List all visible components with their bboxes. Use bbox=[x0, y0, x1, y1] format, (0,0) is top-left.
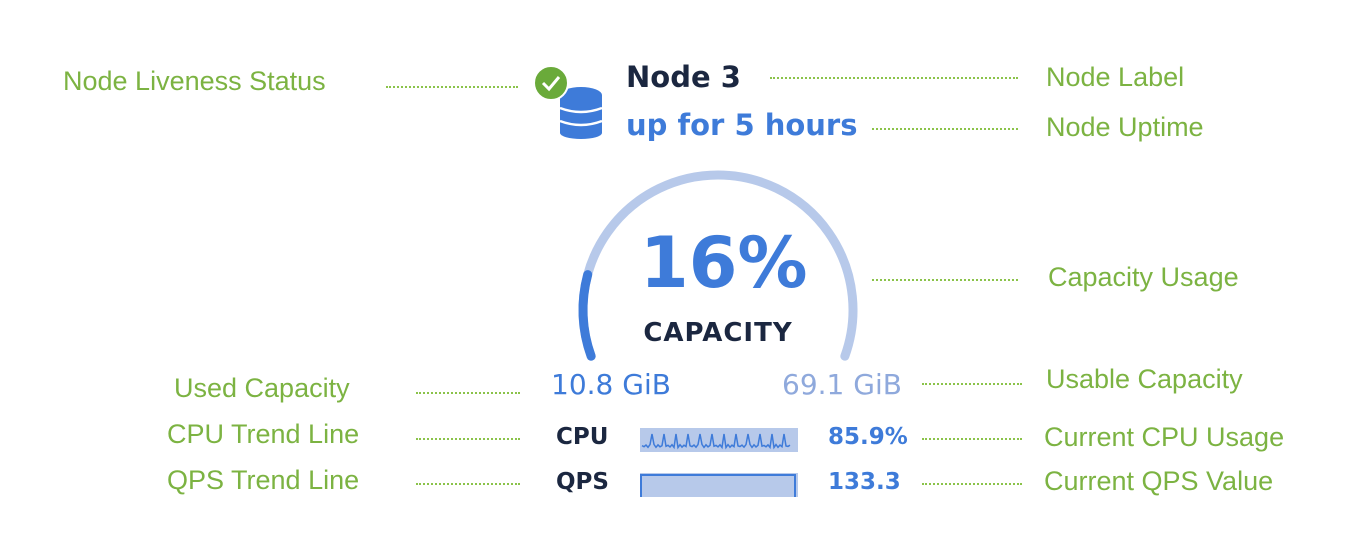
leader-line bbox=[922, 438, 1022, 440]
database-icon bbox=[559, 87, 603, 139]
usable-capacity: 69.1 GiB bbox=[782, 368, 902, 401]
leader-line bbox=[416, 392, 520, 394]
capacity-percent: 16% bbox=[640, 222, 808, 304]
leader-line bbox=[416, 483, 520, 485]
node-uptime: up for 5 hours bbox=[626, 108, 858, 142]
leader-line bbox=[770, 77, 1018, 79]
cpu-label: CPU bbox=[556, 424, 609, 450]
annotation-qps-trend: QPS Trend Line bbox=[167, 465, 360, 495]
annotation-usable-capacity: Usable Capacity bbox=[1046, 364, 1243, 394]
used-capacity: 10.8 GiB bbox=[551, 368, 671, 401]
cpu-value: 85.9% bbox=[828, 424, 908, 450]
leader-line bbox=[416, 438, 520, 440]
capacity-label: CAPACITY bbox=[643, 318, 793, 348]
annotation-capacity-usage: Capacity Usage bbox=[1048, 262, 1239, 292]
node-label[interactable]: Node 3 bbox=[626, 60, 741, 94]
leader-line bbox=[872, 128, 1018, 130]
leader-line bbox=[922, 383, 1022, 385]
leader-line bbox=[922, 483, 1022, 485]
leader-line bbox=[386, 86, 518, 88]
qps-value: 133.3 bbox=[828, 469, 901, 495]
check-circle-icon bbox=[533, 65, 569, 101]
annotation-current-cpu: Current CPU Usage bbox=[1044, 422, 1285, 452]
annotation-current-qps: Current QPS Value bbox=[1044, 466, 1274, 496]
annotation-cpu-trend: CPU Trend Line bbox=[167, 419, 360, 449]
annotation-node-label: Node Label bbox=[1046, 62, 1185, 92]
cpu-sparkline[interactable] bbox=[640, 428, 798, 452]
leader-line bbox=[872, 279, 1018, 281]
annotation-used-capacity: Used Capacity bbox=[174, 373, 350, 403]
annotation-liveness: Node Liveness Status bbox=[63, 66, 326, 96]
qps-sparkline[interactable] bbox=[640, 473, 798, 497]
annotation-uptime: Node Uptime bbox=[1046, 112, 1204, 142]
gauge-fill bbox=[578, 270, 596, 361]
qps-label: QPS bbox=[556, 469, 609, 495]
